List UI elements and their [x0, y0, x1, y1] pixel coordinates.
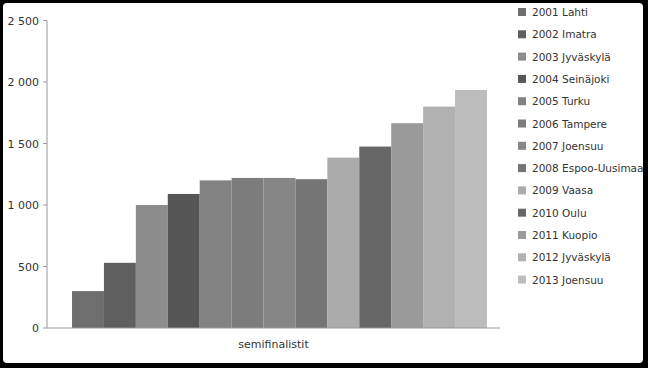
tick [43, 205, 47, 206]
bar [391, 123, 423, 328]
legend-swatch [518, 30, 526, 38]
legend-label: 2003 Jyväskylä [532, 51, 611, 63]
legend-label: 2005 Turku [532, 95, 590, 107]
bar [136, 205, 168, 328]
tick-label: 2 500 [8, 15, 40, 28]
bar [423, 107, 455, 328]
bar [72, 291, 104, 328]
bar [295, 179, 327, 328]
legend-label: 2004 Seinäjoki [532, 73, 610, 85]
legend-label: 2006 Tampere [532, 118, 607, 130]
legend-swatch [518, 142, 526, 150]
legend-swatch [518, 164, 526, 172]
legend-swatch [518, 253, 526, 261]
legend-label: 2011 Kuopio [532, 229, 598, 241]
legend-label: 2001 Lahti [532, 6, 588, 18]
tick-label: 1 000 [8, 199, 40, 212]
bar [327, 158, 359, 328]
tick [43, 143, 47, 144]
legend-label: 2002 Imatra [532, 28, 597, 40]
legend-swatch [518, 276, 526, 284]
legend-label: 2009 Vaasa [532, 184, 593, 196]
bar [359, 147, 391, 328]
tick-label: 2 000 [8, 76, 40, 89]
bar [264, 178, 296, 328]
legend-swatch [518, 75, 526, 83]
bar [232, 178, 264, 328]
legend-label: 2007 Joensuu [532, 140, 603, 152]
bar [455, 90, 487, 328]
bar [200, 180, 232, 328]
legend-label: 2012 Jyväskylä [532, 251, 611, 263]
legend-label: 2010 Oulu [532, 207, 587, 219]
tick-label: 1 500 [8, 138, 40, 151]
legend-swatch [518, 97, 526, 105]
chart: 0 500 1 000 1 500 2 000 2 500 semifinalistit 20… [0, 0, 648, 368]
legend-label: 2013 Joensuu [532, 274, 603, 286]
legend-swatch [518, 186, 526, 194]
x-axis [47, 328, 500, 329]
tick [43, 20, 47, 21]
tick-label: 0 [32, 322, 39, 335]
bars [72, 90, 487, 328]
legend-swatch [518, 8, 526, 16]
tick [43, 328, 47, 329]
tick-label: 500 [18, 261, 39, 274]
legend-swatch [518, 53, 526, 61]
bar [104, 263, 136, 328]
legend-swatch [518, 231, 526, 239]
legend-label: 2008 Espoo-Uusimaa [532, 162, 644, 174]
legend-swatch [518, 120, 526, 128]
category-label: semifinalistit [238, 338, 309, 351]
bar [168, 194, 200, 328]
legend-swatch [518, 209, 526, 217]
tick [43, 266, 47, 267]
y-axis [47, 21, 48, 329]
tick [43, 82, 47, 83]
panel [3, 3, 643, 363]
